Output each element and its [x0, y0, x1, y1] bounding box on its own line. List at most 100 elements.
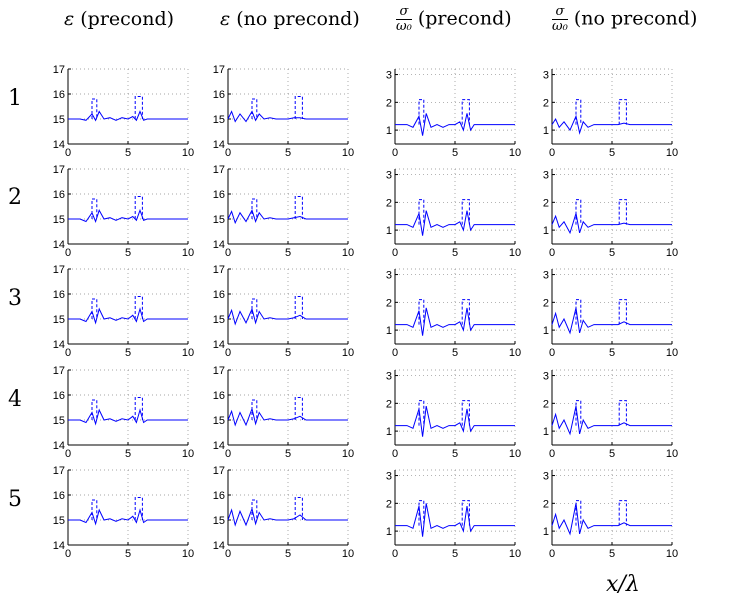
- x-tick-label: 5: [285, 247, 291, 259]
- x-tick-label: 10: [666, 347, 678, 359]
- x-tick-label: 5: [609, 347, 615, 359]
- x-tick-label: 10: [509, 247, 521, 259]
- x-tick-label: 5: [285, 448, 291, 460]
- y-tick-label: 1: [386, 125, 392, 137]
- reference-profile-line: [575, 199, 582, 225]
- x-tick-label: 10: [509, 448, 521, 460]
- x-tick-label: 10: [509, 147, 521, 159]
- x-tick-label: 5: [452, 247, 458, 259]
- reference-profile-line: [294, 296, 303, 319]
- fraction-denominator: ω₀: [552, 19, 568, 34]
- x-tick-label: 5: [609, 147, 615, 159]
- column-header-3: σ ω₀ (precond): [396, 5, 512, 34]
- y-tick-label: 17: [213, 64, 225, 76]
- reconstruction-line: [227, 307, 348, 326]
- reference-profile-line: [251, 298, 258, 319]
- y-tick-label: 3: [386, 371, 392, 383]
- sigma-over-omega-fraction: σ ω₀: [552, 5, 568, 34]
- x-tick-label: 5: [285, 347, 291, 359]
- reference-profile-line: [134, 497, 143, 520]
- reference-profile-line: [91, 198, 98, 219]
- fraction-numerator: σ: [396, 5, 412, 20]
- x-tick-label: 0: [225, 448, 231, 460]
- reference-profile-line: [294, 96, 303, 119]
- y-tick-label: 17: [53, 365, 65, 377]
- x-tick-label: 5: [125, 347, 131, 359]
- y-tick-label: 1: [386, 426, 392, 438]
- x-tick-label: 5: [452, 347, 458, 359]
- reference-profile-line: [575, 299, 582, 325]
- column-header-label: (no precond): [236, 8, 360, 30]
- y-tick-label: 15: [53, 515, 65, 527]
- x-tick-label: 0: [225, 147, 231, 159]
- x-tick-label: 0: [65, 548, 71, 560]
- fraction-denominator: ω₀: [396, 19, 412, 34]
- x-tick-label: 0: [225, 247, 231, 259]
- row-label-3: 3: [8, 286, 22, 311]
- x-tick-label: 5: [609, 448, 615, 460]
- column-header-label: (precond): [417, 7, 512, 30]
- reference-profile-line: [134, 96, 143, 119]
- y-tick-label: 16: [53, 89, 65, 101]
- panel-row2-col1: 0 5 10 14 15 16 17: [53, 164, 194, 259]
- y-tick-label: 3: [543, 371, 549, 383]
- x-tick-label: 5: [452, 548, 458, 560]
- y-tick-label: 2: [543, 97, 549, 109]
- y-tick-label: 3: [543, 70, 549, 82]
- y-tick-label: 1: [386, 225, 392, 237]
- panel-row4-col2: 0 5 10 14 15 16 17: [213, 365, 354, 460]
- x-tick-label: 0: [392, 347, 398, 359]
- y-tick-label: 17: [53, 264, 65, 276]
- panel-row2-col2: 0 5 10 14 15 16 17: [213, 164, 354, 259]
- reconstruction-line: [395, 113, 515, 136]
- x-tick-label: 10: [666, 448, 678, 460]
- x-tick-label: 10: [666, 548, 678, 560]
- x-tick-label: 5: [285, 147, 291, 159]
- x-axis-label: x/λ: [606, 572, 640, 597]
- y-tick-label: 1: [543, 125, 549, 137]
- reconstruction-line: [551, 503, 672, 536]
- y-tick-label: 1: [386, 325, 392, 337]
- column-header-2: ε (no precond): [220, 8, 360, 30]
- x-tick-label: 10: [182, 147, 194, 159]
- x-tick-label: 10: [342, 247, 354, 259]
- x-tick-label: 0: [65, 147, 71, 159]
- x-tick-label: 10: [666, 147, 678, 159]
- reference-profile-line: [251, 499, 258, 520]
- reference-profile-line: [618, 400, 627, 426]
- reference-profile-line: [618, 199, 627, 225]
- y-tick-label: 16: [213, 490, 225, 502]
- x-tick-label: 5: [609, 247, 615, 259]
- y-tick-label: 1: [543, 426, 549, 438]
- y-tick-label: 15: [213, 415, 225, 427]
- sigma-over-omega-fraction: σ ω₀: [396, 5, 412, 34]
- reconstruction-line: [227, 110, 348, 123]
- y-tick-label: 16: [213, 89, 225, 101]
- reconstruction-line: [551, 114, 672, 135]
- reconstruction-line: [227, 209, 348, 225]
- reconstruction-line: [551, 405, 672, 436]
- row-label-1: 1: [8, 86, 22, 111]
- column-header-label: (no precond): [573, 7, 698, 30]
- reference-profile-line: [91, 499, 98, 520]
- y-tick-label: 2: [543, 197, 549, 209]
- x-tick-label: 0: [225, 347, 231, 359]
- x-tick-label: 10: [182, 247, 194, 259]
- x-tick-label: 0: [392, 147, 398, 159]
- y-tick-label: 15: [213, 515, 225, 527]
- x-tick-label: 10: [182, 347, 194, 359]
- row-label-4: 4: [8, 387, 22, 412]
- y-tick-label: 17: [53, 64, 65, 76]
- reconstruction-line: [395, 405, 515, 437]
- y-tick-label: 3: [543, 471, 549, 483]
- x-tick-label: 0: [549, 147, 555, 159]
- column-header-4: σ ω₀ (no precond): [552, 5, 697, 34]
- y-tick-label: 2: [543, 297, 549, 309]
- reference-profile-line: [461, 500, 470, 526]
- reference-profile-line: [294, 397, 303, 420]
- y-tick-label: 16: [53, 189, 65, 201]
- reference-profile-line: [418, 299, 425, 325]
- x-tick-label: 0: [392, 247, 398, 259]
- x-tick-label: 0: [549, 247, 555, 259]
- reconstruction-line: [68, 307, 188, 325]
